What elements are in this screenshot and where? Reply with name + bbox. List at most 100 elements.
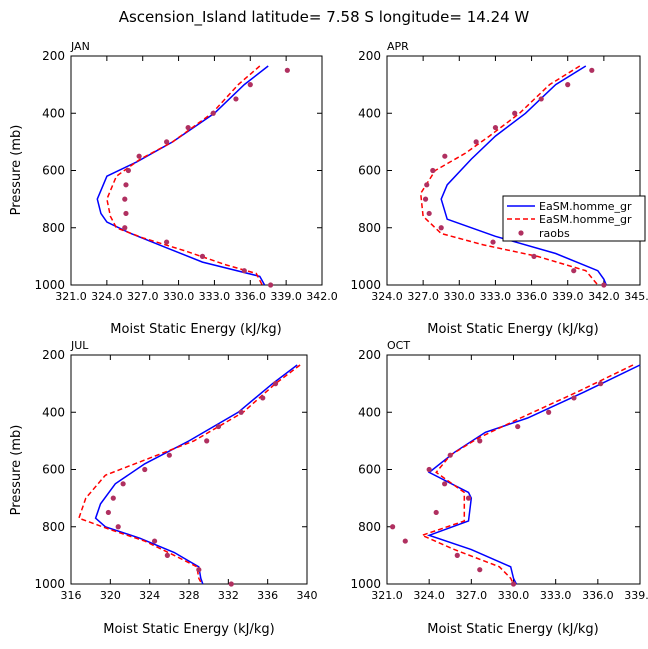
panel-oct-raobs-point — [477, 438, 483, 444]
panel-jul-raobs-point — [196, 567, 202, 573]
panel-jul-xtick-label: 316 — [61, 589, 82, 602]
panel-jul-frame — [70, 354, 308, 585]
panel-oct-raobs-point — [454, 552, 460, 558]
panel-jan-xtick-label: 336.0 — [235, 290, 267, 303]
panel-apr-label: APR — [387, 40, 409, 53]
panel-jan-ytick-label: 800 — [42, 221, 65, 235]
panel-oct: OCT Moist Static Energy (kJ/kg) 321.0 324… — [350, 339, 648, 637]
panel-jan-line-dashed — [106, 65, 263, 286]
panel-jul-raobs-point — [105, 509, 111, 516]
panel-jan-ylabel: Pressure (mb) — [9, 125, 24, 216]
legend-label-solid: EaSM.homme_gr — [539, 200, 632, 213]
panel-apr-ticks: 324.0 327.0 330.0 333.0 336.0 339.0 342.0 345.0… — [350, 49, 648, 303]
panel-jan-xlabel: Moist Static Energy (kJ/kg) — [110, 322, 281, 337]
panel-oct-xtick-label: 321.0 — [371, 589, 403, 602]
panel-jan-xtick-label: 321.0 — [55, 290, 87, 303]
panel-jul-xtick-label: 328 — [179, 589, 200, 602]
panel-jul-raobs-point — [166, 452, 172, 458]
panel-oct-raobs-point — [426, 466, 432, 473]
panel-jul-xtick-label: 336 — [257, 589, 278, 602]
panel-jan-xtick-label: 339.0 — [270, 290, 302, 303]
panel-apr-xtick-label: 345.0 — [624, 290, 648, 303]
panel-jul-raobs-point — [238, 409, 244, 415]
panel-apr-raobs-point — [426, 210, 432, 217]
panel-jan-xtick-label: 333.0 — [199, 290, 231, 303]
panel-apr-raobs-point — [424, 182, 430, 188]
panel-jul-raobs-point — [260, 395, 266, 401]
panel-jan-ytick-label: 200 — [42, 49, 65, 63]
panel-apr-ytick-label: 1000 — [350, 278, 381, 292]
panel-oct-xtick-label: 324.0 — [413, 589, 445, 602]
panel-jul-raobs-point — [110, 495, 116, 501]
legend: EaSM.homme_gr EaSM.homme_gr raobs — [502, 195, 646, 242]
panel-apr-xtick-label: 342.0 — [588, 290, 620, 303]
panel-oct-ytick-label: 1000 — [350, 577, 381, 591]
panel-jul-raobs-point — [151, 538, 158, 544]
panel-apr-xlabel: Moist Static Energy (kJ/kg) — [427, 322, 598, 337]
panel-jul-raobs-point — [215, 423, 222, 430]
panel-oct-label: OCT — [387, 339, 410, 352]
panel-apr-ytick-label: 400 — [358, 106, 381, 120]
panel-jul-raobs-point — [272, 381, 279, 387]
panel-jan-raobs-point — [241, 268, 247, 274]
panel-oct-raobs-point — [433, 509, 439, 516]
panel-jul-xtick-label: 332 — [218, 589, 239, 602]
panel-jan-ticks: 321.0 324.0 327.0 330.0 333.0 336.0 339.0 342.0… — [34, 49, 337, 303]
figure-title: Ascension_Island latitude= 7.58 S longit… — [119, 8, 530, 27]
panel-apr: APR Moist Static Energy (kJ/kg) 324.0 327… — [350, 40, 648, 337]
panel-oct-raobs-point — [598, 381, 604, 387]
panel-apr-raobs-point — [512, 110, 518, 116]
panel-oct-xtick-label: 333.0 — [540, 589, 572, 602]
panel-apr-xtick-label: 336.0 — [516, 290, 548, 303]
panel-oct-line-solid — [426, 364, 641, 585]
panel-apr-raobs-point — [442, 153, 448, 159]
panel-apr-raobs-point — [422, 196, 429, 202]
panel-jan-raobs-point — [122, 225, 128, 231]
panel-jan-raobs-point — [122, 196, 128, 202]
legend-label-dot: raobs — [539, 227, 570, 240]
panel-apr-xtick-label: 330.0 — [444, 290, 476, 303]
panel-jan-raobs-point — [210, 110, 216, 116]
panel-oct-raobs-point — [465, 495, 472, 501]
panel-jul-raobs-point — [115, 524, 121, 530]
panel-jul-marks — [77, 364, 301, 587]
panel-apr-xtick-label: 333.0 — [480, 290, 512, 303]
panel-jul-xtick-label: 324 — [139, 589, 160, 602]
panel-jul-ytick-label: 600 — [42, 463, 65, 477]
panel-jul-line-solid — [94, 364, 298, 585]
panel-jul-raobs-point — [142, 466, 148, 473]
panel-jan: JAN Moist Static Energy (kJ/kg) Pressure… — [9, 40, 338, 337]
panel-jan-raobs-point — [164, 239, 170, 245]
panel-jan-raobs-point — [284, 67, 290, 73]
panel-jan-ytick-label: 1000 — [34, 278, 65, 292]
panel-apr-raobs-point — [531, 253, 537, 259]
panel-oct-frame — [386, 354, 641, 585]
panel-apr-raobs-point — [473, 139, 479, 145]
panel-oct-raobs-point — [515, 423, 521, 430]
panel-apr-raobs-point — [538, 96, 544, 102]
panel-jul-ytick-label: 1000 — [34, 577, 65, 591]
panel-jan-raobs-point — [268, 282, 274, 288]
panel-jan-line-solid — [96, 65, 269, 286]
panel-apr-ytick-label: 800 — [358, 221, 381, 235]
panel-jul-line-dashed — [77, 364, 301, 585]
panel-oct-xtick-label: 336.0 — [582, 589, 614, 602]
panel-jan-raobs-point — [123, 182, 129, 188]
panel-oct-raobs-point — [477, 567, 483, 573]
panel-jul-raobs-point — [120, 481, 126, 487]
legend-swatch-dot — [518, 230, 524, 236]
panel-oct-raobs-point — [571, 395, 577, 401]
panel-apr-raobs-point — [601, 282, 607, 288]
panel-jan-raobs-point — [123, 210, 129, 217]
panel-apr-xtick-label: 324.0 — [371, 290, 403, 303]
panel-apr-line-solid — [440, 65, 607, 286]
panel-oct-raobs-point — [402, 538, 408, 544]
panel-apr-ytick-label: 600 — [358, 164, 381, 178]
panel-apr-raobs-point — [438, 225, 444, 231]
panel-apr-marks — [419, 65, 607, 288]
panel-oct-raobs-point — [390, 524, 396, 530]
panel-jul-label: JUL — [70, 339, 89, 352]
panel-jan-frame — [70, 55, 323, 286]
panel-apr-raobs-point — [589, 67, 595, 73]
